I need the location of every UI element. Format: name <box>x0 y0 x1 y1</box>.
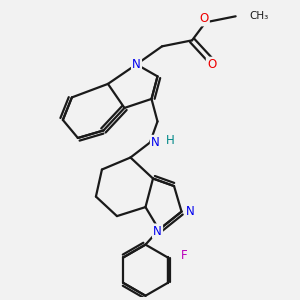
Text: N: N <box>151 136 160 149</box>
Text: O: O <box>207 58 216 71</box>
Text: F: F <box>181 249 188 262</box>
Text: N: N <box>153 225 162 238</box>
Text: N: N <box>186 205 194 218</box>
Text: N: N <box>132 58 141 71</box>
Text: H: H <box>166 134 175 148</box>
Text: O: O <box>200 12 209 25</box>
Text: CH₃: CH₃ <box>249 11 268 21</box>
